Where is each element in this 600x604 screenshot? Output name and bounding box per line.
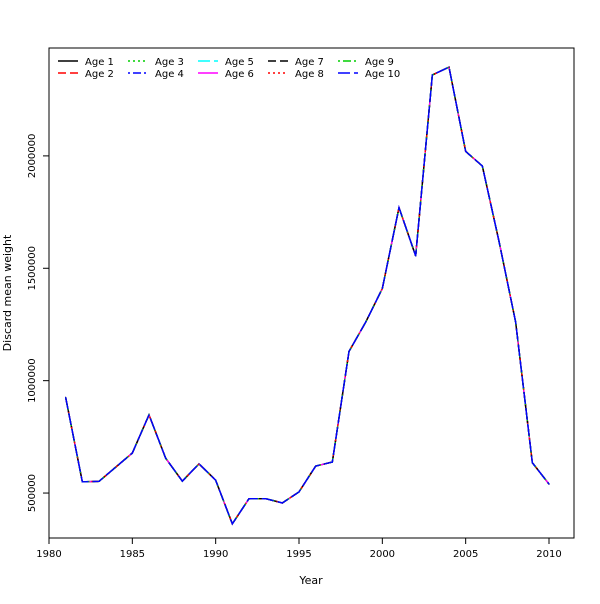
- series-line-age-5: [64, 66, 550, 526]
- series-line-age-3: [64, 66, 550, 526]
- legend-label: Age 3: [155, 57, 184, 68]
- y-axis-label: Discard mean weight: [1, 234, 14, 351]
- data-point: [98, 480, 100, 482]
- legend-label: Age 2: [85, 69, 114, 80]
- x-axis-label: Year: [298, 574, 323, 587]
- data-point: [531, 462, 533, 464]
- data-point: [265, 498, 267, 500]
- data-point: [131, 452, 133, 454]
- series-line-age-2: [64, 66, 550, 526]
- series-line-age-6: [64, 66, 550, 526]
- legend-label: Age 1: [85, 57, 114, 68]
- plot-frame: [48, 47, 575, 539]
- data-point: [348, 350, 350, 353]
- data-point: [148, 414, 150, 416]
- data-point: [481, 165, 483, 167]
- x-tick-label: 1995: [286, 549, 311, 560]
- data-point: [431, 74, 433, 76]
- y-tick-label: 1000000: [27, 358, 38, 403]
- legend-label: Age 10: [365, 69, 400, 80]
- legend-label: Age 6: [225, 69, 254, 80]
- data-point: [198, 463, 200, 465]
- data-point: [515, 321, 517, 323]
- y-tick-label: 500000: [27, 474, 38, 512]
- y-axis: 500000 1000000 1500000 2000000: [27, 134, 49, 512]
- data-point: [365, 321, 367, 323]
- series-line-age-9: [64, 66, 550, 526]
- legend-label: Age 9: [365, 57, 394, 68]
- data-point: [498, 240, 500, 242]
- data-point: [115, 466, 117, 468]
- y-tick-label: 1500000: [27, 246, 38, 291]
- data-point: [281, 502, 283, 504]
- data-point: [448, 66, 450, 68]
- data-point: [315, 465, 317, 467]
- x-tick-label: 1985: [120, 549, 145, 560]
- data-point: [548, 483, 550, 485]
- y-tick-label: 2000000: [27, 134, 38, 179]
- legend-label: Age 7: [295, 57, 324, 68]
- series-line-age-8: [64, 66, 550, 526]
- data-point: [331, 461, 333, 463]
- legend-label: Age 8: [295, 69, 324, 80]
- data-point: [215, 479, 217, 481]
- data-point: [465, 150, 467, 152]
- series-line-age-1: [64, 66, 550, 526]
- x-axis: 1980 1985 1990 1995 2000 2005 2010: [36, 538, 562, 560]
- legend-label: Age 4: [155, 69, 184, 80]
- data-point: [65, 396, 67, 399]
- data-point: [415, 255, 417, 257]
- legend-label: Age 5: [225, 57, 254, 68]
- data-point: [298, 491, 300, 493]
- data-point: [231, 523, 233, 525]
- x-tick-label: 1980: [36, 549, 61, 560]
- series-layer: [64, 66, 550, 526]
- data-point: [248, 498, 250, 500]
- data-point: [381, 287, 383, 290]
- x-tick-label: 2010: [536, 549, 561, 560]
- data-point: [81, 481, 83, 483]
- series-line-age-4: [64, 66, 550, 526]
- data-point: [181, 480, 183, 482]
- data-point: [398, 206, 400, 209]
- x-tick-label: 2005: [453, 549, 478, 560]
- x-tick-label: 2000: [370, 549, 395, 560]
- data-point: [165, 457, 167, 459]
- x-tick-label: 1990: [203, 549, 228, 560]
- series-line-age-7: [64, 66, 550, 526]
- series-line-age-10: [64, 66, 550, 526]
